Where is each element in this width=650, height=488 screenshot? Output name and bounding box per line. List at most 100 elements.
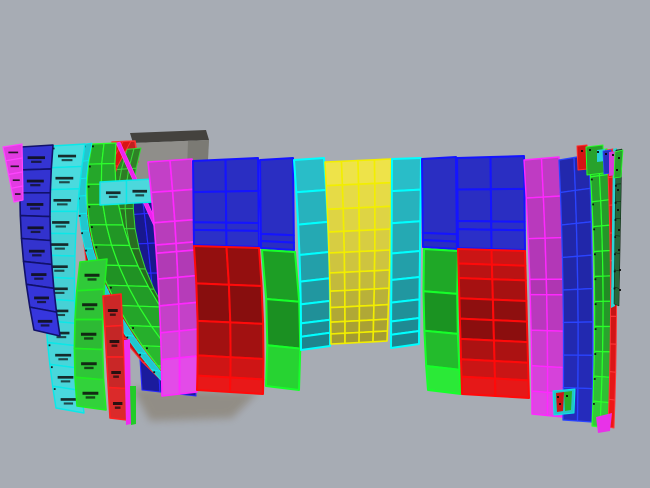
slab-top xyxy=(130,130,209,143)
col-darkblue-right xyxy=(558,154,594,423)
col-cyan-left xyxy=(293,157,332,351)
panel-id-label xyxy=(51,287,68,291)
panel-id-label xyxy=(12,179,20,182)
datum-dot xyxy=(87,185,90,188)
datum-dot xyxy=(613,270,616,273)
datum-dot xyxy=(95,246,98,249)
panel-id-label xyxy=(55,353,72,357)
datum-dot xyxy=(619,269,621,271)
datum-dot xyxy=(612,154,614,156)
col-magenta-left xyxy=(147,158,199,397)
panel-id-label xyxy=(53,331,70,335)
panel-cyan-top-label xyxy=(99,178,154,206)
datum-dot xyxy=(618,229,620,231)
datum-dot xyxy=(110,286,112,289)
sliver-magenta-bottomright xyxy=(596,413,612,433)
panel-id-label xyxy=(26,203,44,206)
panel-id-label xyxy=(82,303,98,307)
col-yellow-center xyxy=(324,158,392,345)
panels-blue-right xyxy=(456,155,526,251)
datum-dot xyxy=(613,287,616,290)
datum-dot xyxy=(597,151,599,153)
datum-dot xyxy=(85,249,87,252)
panel-id-label xyxy=(111,371,121,374)
datum-dot xyxy=(614,236,617,239)
panel-id-label xyxy=(55,176,74,180)
datum-dot xyxy=(132,327,134,329)
panel-id-label xyxy=(84,273,100,277)
datum-dot xyxy=(605,153,607,155)
datum-dots xyxy=(557,149,621,405)
panel-id-label xyxy=(8,151,19,154)
datum-dot xyxy=(48,344,51,347)
strip-green-centerleft xyxy=(261,249,302,391)
datum-dot xyxy=(617,209,619,211)
panel-id-label xyxy=(57,375,74,379)
datum-dot xyxy=(593,378,596,380)
panel-id-label xyxy=(34,296,50,300)
datum-dot xyxy=(53,388,56,390)
panel-id-label xyxy=(52,221,70,224)
panel-id-label xyxy=(10,165,19,168)
datum-dot xyxy=(589,149,591,151)
panel-id-label xyxy=(82,391,99,395)
panels-red-left xyxy=(193,245,265,395)
panel-id-label xyxy=(81,362,97,366)
panel-id-label xyxy=(60,398,77,401)
datum-dot xyxy=(50,366,53,369)
panel-id-label xyxy=(31,273,47,276)
datum-dot xyxy=(590,178,593,181)
sliver-magenta-bottom xyxy=(124,339,131,425)
strip-green-labeled xyxy=(73,258,108,411)
datum-dot xyxy=(594,353,597,355)
panel-id-label xyxy=(28,249,45,253)
datum-dot xyxy=(614,253,616,256)
datum-dot xyxy=(581,150,583,152)
tab-red-bottom xyxy=(556,392,564,412)
datum-dot xyxy=(614,184,617,187)
datum-dot xyxy=(619,289,621,291)
datum-dot xyxy=(88,165,91,168)
ribbon-green-right xyxy=(588,148,613,429)
datum-dot xyxy=(594,303,597,306)
datum-dot xyxy=(594,328,597,331)
panel-id-label xyxy=(51,309,69,313)
datum-dot xyxy=(618,249,620,251)
wedge-magenta-labeled xyxy=(2,143,24,203)
datum-dot xyxy=(593,228,596,231)
panel-id-label xyxy=(107,309,118,312)
panels-red-right xyxy=(457,248,530,399)
sliver-green-bottom xyxy=(130,386,136,425)
panel-id-label xyxy=(53,198,72,202)
datum-dot xyxy=(139,353,141,356)
datum-dot xyxy=(616,169,618,171)
datum-dot xyxy=(594,278,597,281)
panel-id-label xyxy=(27,156,46,160)
panel-id-label xyxy=(51,243,69,246)
datum-dot xyxy=(92,145,94,148)
strip-green-centerright xyxy=(422,248,462,395)
panel-id-label xyxy=(37,319,53,323)
datum-dot xyxy=(617,189,619,191)
panel-id-label xyxy=(50,265,68,269)
panel-id-label xyxy=(132,189,148,193)
datum-dot xyxy=(592,203,595,206)
panels-blue-left xyxy=(192,157,260,248)
panel-blue-wide-left xyxy=(259,157,295,251)
datum-dot xyxy=(126,336,129,339)
datum-dot xyxy=(614,219,617,221)
datum-dot xyxy=(559,403,561,405)
panel-id-label xyxy=(58,154,77,158)
datum-dot xyxy=(78,214,81,217)
datum-dot xyxy=(618,157,620,159)
panel-id-label xyxy=(14,193,21,195)
datum-dot xyxy=(88,206,91,208)
col-magenta-right xyxy=(523,156,565,418)
datum-dot xyxy=(146,347,148,350)
datum-dot xyxy=(81,232,84,235)
tab-green-bottom xyxy=(564,391,572,411)
datum-dot xyxy=(594,253,596,256)
datum-dot xyxy=(557,396,559,398)
